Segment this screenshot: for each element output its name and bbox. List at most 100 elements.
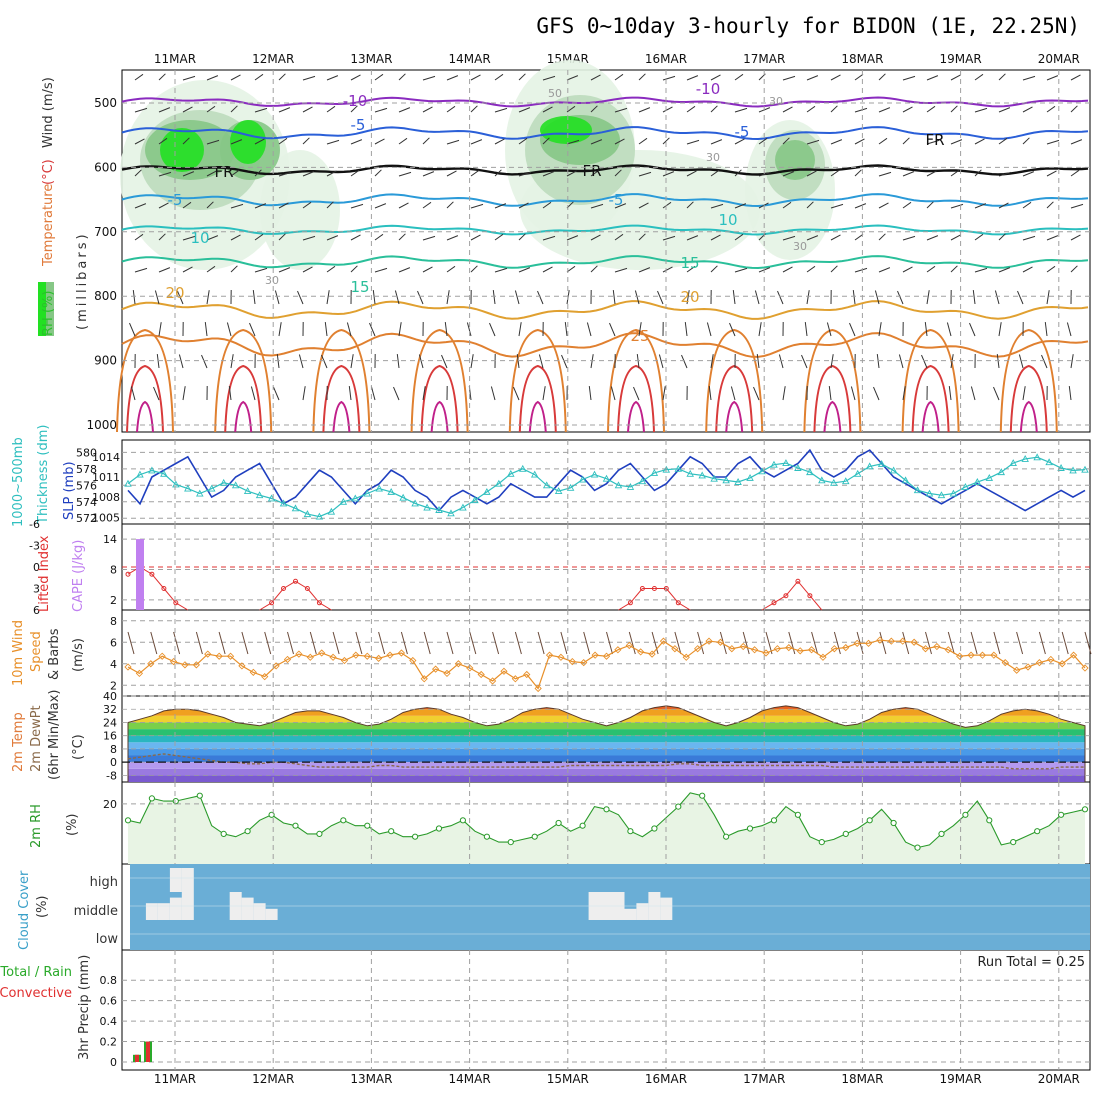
wind-barb	[998, 267, 1011, 273]
thickness-marker	[626, 483, 635, 490]
wind-barb	[278, 137, 288, 145]
wind-barb	[734, 267, 748, 273]
date-label-top: 16MAR	[645, 52, 687, 66]
thickness-marker	[590, 470, 599, 478]
wind-barb	[350, 74, 361, 81]
cloud-block-high	[181, 868, 194, 892]
wind-barb	[710, 139, 723, 145]
wind-barb	[734, 107, 748, 113]
isotherm-35-bubble	[715, 364, 754, 433]
wind-barb	[494, 233, 504, 241]
wind-barb	[374, 169, 382, 177]
wind-speed-marker	[739, 642, 747, 651]
wind-barb	[854, 169, 862, 177]
isotherm-20	[121, 300, 1089, 320]
precip-panel: 0.8 0.6 0.4 0.2 0	[100, 974, 1090, 1069]
wind-barb-10m	[469, 631, 477, 655]
wind-barb	[753, 386, 760, 401]
rh-shading	[230, 120, 266, 164]
wind-barb	[444, 322, 448, 337]
temp-line	[127, 705, 1086, 782]
wind-barb-10m	[355, 631, 363, 655]
slp-tick: 1014	[92, 451, 120, 464]
wind-barb	[158, 73, 166, 81]
wind-barb	[134, 233, 144, 241]
wind-barb	[566, 235, 579, 241]
lifted-index-marker	[149, 571, 155, 577]
rh-shading	[775, 140, 815, 180]
wind-speed-marker	[295, 650, 303, 658]
lifted-index-marker	[807, 593, 813, 599]
isotherm-40-bubble	[136, 400, 154, 433]
wind-barb	[422, 106, 433, 113]
lifted-index-tick: 6	[33, 604, 40, 617]
wind-barb	[878, 202, 889, 209]
isotherm-30-bubble	[607, 328, 665, 433]
wind-barb	[494, 73, 504, 81]
wind-speed-marker	[1081, 664, 1089, 672]
wind-barb	[806, 265, 816, 273]
wind-barb	[206, 75, 219, 81]
wind-barb	[969, 322, 976, 337]
wind-barb	[206, 290, 210, 305]
isotherm-40-bubble	[1019, 400, 1038, 433]
lifted-index-marker	[627, 600, 633, 606]
wind-barb	[734, 169, 742, 177]
wind-barb	[1022, 235, 1036, 241]
wind-barb	[849, 322, 856, 337]
wind-barb	[470, 354, 474, 369]
thickness-marker	[770, 460, 778, 468]
thickness-marker	[471, 496, 479, 504]
wind-barb	[950, 139, 963, 145]
thickness-marker	[243, 487, 252, 495]
wind-barb	[662, 266, 673, 273]
wind-barb	[326, 170, 337, 177]
wind-barb	[998, 233, 1006, 241]
temp-label-4: (°C)	[71, 734, 86, 760]
wind-barb-10m	[674, 631, 682, 655]
wind-barb	[706, 322, 712, 337]
wind-barb	[804, 322, 808, 337]
wind-barb	[830, 74, 841, 81]
wind-barb	[346, 322, 352, 337]
wind-barb	[902, 137, 910, 145]
wind-barb	[542, 75, 556, 81]
date-label-bottom: 14MAR	[449, 1072, 491, 1086]
rh2m-marker	[412, 833, 419, 840]
thickness-marker	[650, 469, 659, 476]
wind-barb	[830, 139, 843, 145]
wind-barb	[998, 171, 1012, 177]
wind-barb	[830, 203, 844, 209]
thickness-marker	[483, 487, 491, 495]
wind-speed-marker	[272, 662, 280, 670]
wind-barb	[806, 290, 810, 305]
temp-tick: 8	[110, 743, 117, 756]
wind-barb	[998, 137, 1008, 145]
wind-barb	[470, 139, 483, 145]
rh2m-marker	[938, 830, 945, 838]
wind-barb	[806, 105, 816, 113]
wind-barb	[470, 265, 478, 273]
thickness-marker	[1045, 458, 1053, 466]
wind-barb	[564, 322, 568, 337]
wind-speed-marker	[249, 668, 257, 676]
contour-label: FR	[214, 163, 233, 181]
wind-barb-10m	[970, 631, 978, 655]
panel-wind-frame	[121, 609, 1091, 697]
wind-barb	[684, 322, 688, 337]
cloud-block-middle	[241, 897, 254, 920]
wind-speed-marker	[329, 653, 337, 661]
wind-speed-marker	[591, 651, 599, 659]
date-label-top: 13MAR	[350, 52, 392, 66]
wind-speed-marker	[363, 652, 371, 660]
wind-speed-marker	[602, 652, 611, 660]
wind-speed-marker	[375, 654, 383, 663]
wind-barb	[470, 203, 484, 209]
wind-barb	[492, 290, 496, 305]
rh2m-marker	[1058, 811, 1065, 818]
wind-barb	[542, 386, 546, 401]
isotherm-35-bubble	[1009, 364, 1048, 433]
temp-tick: -8	[106, 769, 117, 782]
wind-barb	[638, 233, 646, 241]
wind-barb	[758, 137, 768, 145]
